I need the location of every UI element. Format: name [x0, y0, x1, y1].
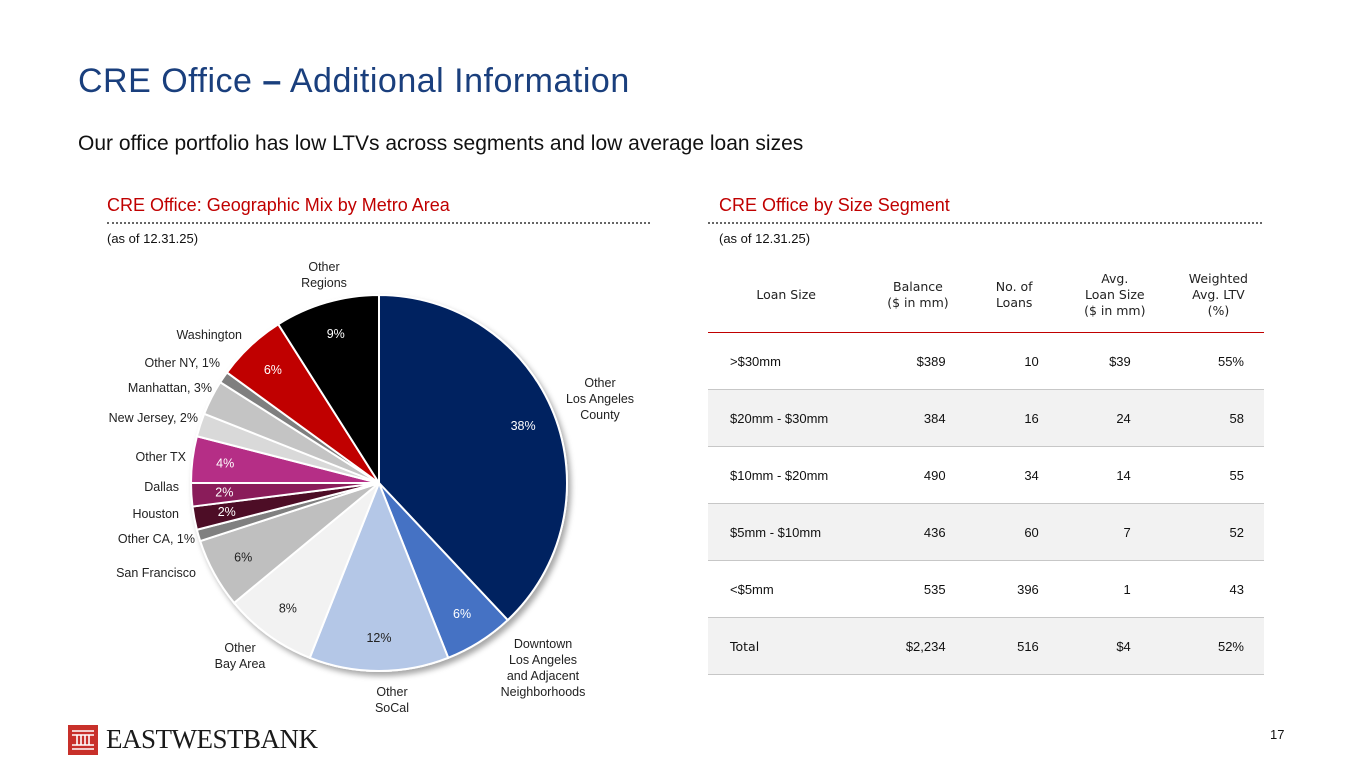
label-other-tx: Other TX: [135, 450, 186, 464]
pie-slice-other-los-angeles-county: [378, 293, 568, 622]
label-manhattan: Manhattan, 3%: [127, 381, 212, 395]
table-cell: 16: [971, 389, 1057, 447]
table-cell: 490: [864, 446, 972, 504]
label-other-ny: Other NY, 1%: [144, 356, 220, 370]
size-segment-divider: [708, 222, 1262, 224]
table-cell: $10mm - $20mm: [708, 446, 865, 504]
page-subtitle: Our office portfolio has low LTVs across…: [78, 132, 804, 155]
east-west-bank-logo: EASTWESTBANK: [68, 724, 318, 755]
geo-mix-title: CRE Office: Geographic Mix by Metro Area: [107, 195, 450, 215]
label-other-regions: Other Regions: [301, 260, 347, 290]
table-cell: 52%: [1172, 617, 1264, 675]
table-cell: 436: [864, 503, 972, 561]
table-cell: $389: [864, 332, 972, 390]
label-other-ca: Other CA, 1%: [117, 532, 195, 546]
page-number: 17: [1270, 727, 1285, 742]
col-avg-loan-size: Avg. Loan Size ($ in mm): [1056, 258, 1173, 333]
table-row: $10mm - $20mm 490 34 14 55: [708, 446, 1264, 504]
pie-pct-label: 6%: [234, 551, 252, 565]
size-segment-table: Loan Size Balance ($ in mm) No. of Loans A…: [708, 258, 1264, 675]
label-dallas: Dallas: [144, 480, 179, 494]
table-cell: $20mm - $30mm: [708, 389, 865, 447]
table-row: $5mm - $10mm 436 60 7 52: [708, 503, 1264, 561]
table-cell: $5mm - $10mm: [708, 503, 865, 561]
page-title: CRE Office – Additional Information: [78, 62, 630, 101]
pie-pct-label: 8%: [279, 601, 297, 615]
table-cell: 58: [1172, 389, 1264, 447]
size-segment-asof: (as of 12.31.25): [719, 231, 811, 246]
table-cell: Total: [708, 617, 865, 675]
table-row: $20mm - $30mm 384 16 24 58: [708, 389, 1264, 447]
pie-slice-other-bay-area: [232, 482, 380, 660]
pie-pct-label: 38%: [511, 419, 536, 433]
table-cell: 396: [971, 560, 1057, 618]
table-cell: 55: [1172, 446, 1264, 504]
table-cell: 384: [864, 389, 972, 447]
table-row: Total $2,234 516 $4 52%: [708, 617, 1264, 675]
table-header-row: Loan Size Balance ($ in mm) No. of Loans A…: [708, 258, 1264, 333]
table-cell: 52: [1172, 503, 1264, 561]
table-cell: $4: [1056, 617, 1173, 675]
col-loan-size: Loan Size: [708, 258, 865, 333]
table-cell: 1: [1056, 560, 1173, 618]
table-cell: 55%: [1172, 332, 1264, 390]
label-washington: Washington: [176, 328, 242, 342]
label-san-francisco: San Francisco: [116, 566, 196, 580]
table-row: >$30mm $389 10 $39 55%: [708, 332, 1264, 390]
col-balance: Balance ($ in mm): [864, 258, 972, 333]
table-cell: 60: [971, 503, 1057, 561]
size-segment-title: CRE Office by Size Segment: [719, 195, 950, 215]
label-downtown-la: Downtown Los Angeles and Adjacent Neighborh…: [500, 637, 586, 699]
pie-pct-label: 2%: [218, 505, 236, 519]
table-cell: 7: [1056, 503, 1173, 561]
pie-pct-label: 2%: [215, 486, 233, 500]
table-cell: $39: [1056, 332, 1173, 390]
title-rest: Additional Information: [289, 62, 630, 100]
pie-slice-other-socal: [308, 480, 450, 672]
table-cell: 535: [864, 560, 972, 618]
table-cell: <$5mm: [708, 560, 865, 618]
table-cell: $2,234: [864, 617, 972, 675]
geo-mix-asof: (as of 12.31.25): [107, 231, 199, 246]
pie-pct-label: 9%: [327, 327, 345, 341]
title-dash: –: [262, 62, 282, 100]
col-no-of-loans: No. of Loans: [971, 258, 1057, 333]
table-cell: 14: [1056, 446, 1173, 504]
label-other-la-county: Other Los Angeles County: [565, 376, 635, 422]
label-houston: Houston: [132, 507, 179, 521]
table-cell: >$30mm: [708, 332, 865, 390]
pie-pct-label: 6%: [264, 363, 282, 377]
pie-pct-label: 12%: [366, 631, 391, 645]
pie-pct-label: 6%: [453, 607, 471, 621]
label-other-socal: Other SoCal: [374, 685, 410, 715]
logo-mark-icon: [68, 724, 98, 755]
table-row: <$5mm 535 396 1 43: [708, 560, 1264, 618]
title-main: CRE Office: [78, 62, 253, 100]
pie-slice-other-regions: [276, 293, 380, 487]
label-new-jersey: New Jersey, 2%: [108, 411, 198, 425]
table-cell: 43: [1172, 560, 1264, 618]
table-cell: 34: [971, 446, 1057, 504]
geo-mix-divider: [107, 222, 650, 224]
table-cell: 516: [971, 617, 1057, 675]
pie-pct-label: 4%: [216, 457, 234, 471]
col-weighted-avg-ltv: Weighted Avg. LTV (%): [1172, 258, 1264, 333]
logo-text: EASTWESTBANK: [106, 724, 318, 754]
label-other-bay-area: Other Bay Area: [214, 641, 266, 671]
table-cell: 24: [1056, 389, 1173, 447]
table-cell: 10: [971, 332, 1057, 390]
